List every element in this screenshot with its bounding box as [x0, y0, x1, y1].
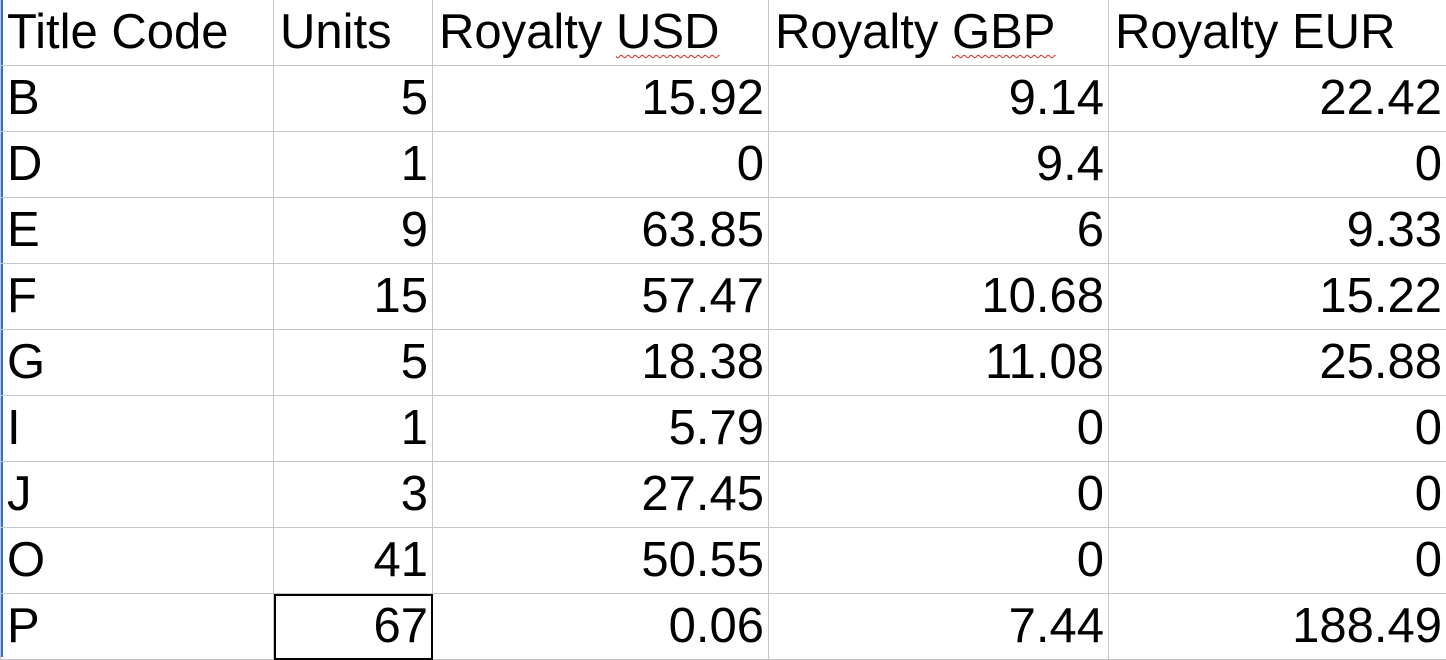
cell-units[interactable]: 5: [274, 66, 433, 132]
cell-header-royalty-usd[interactable]: Royalty USD: [433, 0, 769, 66]
cell-royalty-gbp[interactable]: 0: [769, 396, 1109, 462]
cell-royalty-usd[interactable]: 0: [433, 132, 769, 198]
cell-royalty-usd[interactable]: 18.38: [433, 330, 769, 396]
header-row: Title Code Units Royalty USD Royalty GBP…: [1, 0, 1446, 66]
cell-royalty-eur[interactable]: 15.22: [1109, 264, 1446, 330]
cell-title-code[interactable]: J: [1, 462, 274, 528]
table-row: D 1 0 9.4 0: [1, 132, 1446, 198]
table-row: G 5 18.38 11.08 25.88: [1, 330, 1446, 396]
spellcheck-flagged-word: USD: [616, 5, 719, 59]
cell-royalty-eur[interactable]: 0: [1109, 396, 1446, 462]
cell-royalty-eur[interactable]: 25.88: [1109, 330, 1446, 396]
cell-units[interactable]: 5: [274, 330, 433, 396]
cell-title-code[interactable]: G: [1, 330, 274, 396]
cell-header-units[interactable]: Units: [274, 0, 433, 66]
cell-title-code[interactable]: P: [1, 594, 274, 660]
cell-royalty-usd[interactable]: 0.06: [433, 594, 769, 660]
table-row: F 15 57.47 10.68 15.22: [1, 264, 1446, 330]
table-row: P 67 0.06 7.44 188.49: [1, 594, 1446, 660]
cell-royalty-eur[interactable]: 0: [1109, 462, 1446, 528]
cell-units[interactable]: 1: [274, 396, 433, 462]
cell-title-code[interactable]: F: [1, 264, 274, 330]
cell-royalty-gbp[interactable]: 9.14: [769, 66, 1109, 132]
cell-title-code[interactable]: D: [1, 132, 274, 198]
cell-units[interactable]: 15: [274, 264, 433, 330]
cell-royalty-usd[interactable]: 5.79: [433, 396, 769, 462]
cell-title-code[interactable]: E: [1, 198, 274, 264]
active-cell-units[interactable]: 67: [274, 594, 433, 660]
table-row: B 5 15.92 9.14 22.42: [1, 66, 1446, 132]
cell-royalty-gbp[interactable]: 0: [769, 462, 1109, 528]
table-row: J 3 27.45 0 0: [1, 462, 1446, 528]
cell-royalty-eur[interactable]: 188.49: [1109, 594, 1446, 660]
cell-royalty-gbp[interactable]: 11.08: [769, 330, 1109, 396]
cell-royalty-gbp[interactable]: 6: [769, 198, 1109, 264]
table-row: O 41 50.55 0 0: [1, 528, 1446, 594]
cell-royalty-eur[interactable]: 22.42: [1109, 66, 1446, 132]
table-row: E 9 63.85 6 9.33: [1, 198, 1446, 264]
cell-title-code[interactable]: I: [1, 396, 274, 462]
cell-royalty-gbp[interactable]: 9.4: [769, 132, 1109, 198]
cell-royalty-gbp[interactable]: 7.44: [769, 594, 1109, 660]
cell-units[interactable]: 9: [274, 198, 433, 264]
cell-royalty-usd[interactable]: 27.45: [433, 462, 769, 528]
cell-royalty-eur[interactable]: 9.33: [1109, 198, 1446, 264]
cell-royalty-usd[interactable]: 63.85: [433, 198, 769, 264]
cell-royalty-usd[interactable]: 50.55: [433, 528, 769, 594]
cell-royalty-usd[interactable]: 57.47: [433, 264, 769, 330]
cell-header-royalty-eur[interactable]: Royalty EUR: [1109, 0, 1446, 66]
cell-royalty-gbp[interactable]: 0: [769, 528, 1109, 594]
cell-units[interactable]: 3: [274, 462, 433, 528]
cell-royalty-eur[interactable]: 0: [1109, 132, 1446, 198]
table-row: I 1 5.79 0 0: [1, 396, 1446, 462]
cell-units[interactable]: 1: [274, 132, 433, 198]
cell-title-code[interactable]: O: [1, 528, 274, 594]
cell-royalty-usd[interactable]: 15.92: [433, 66, 769, 132]
cell-title-code[interactable]: B: [1, 66, 274, 132]
cell-royalty-gbp[interactable]: 10.68: [769, 264, 1109, 330]
cell-royalty-eur[interactable]: 0: [1109, 528, 1446, 594]
cell-units[interactable]: 41: [274, 528, 433, 594]
cell-header-royalty-gbp[interactable]: Royalty GBP: [769, 0, 1109, 66]
spellcheck-flagged-word: GBP: [952, 5, 1055, 59]
cell-header-title-code[interactable]: Title Code: [1, 0, 274, 66]
